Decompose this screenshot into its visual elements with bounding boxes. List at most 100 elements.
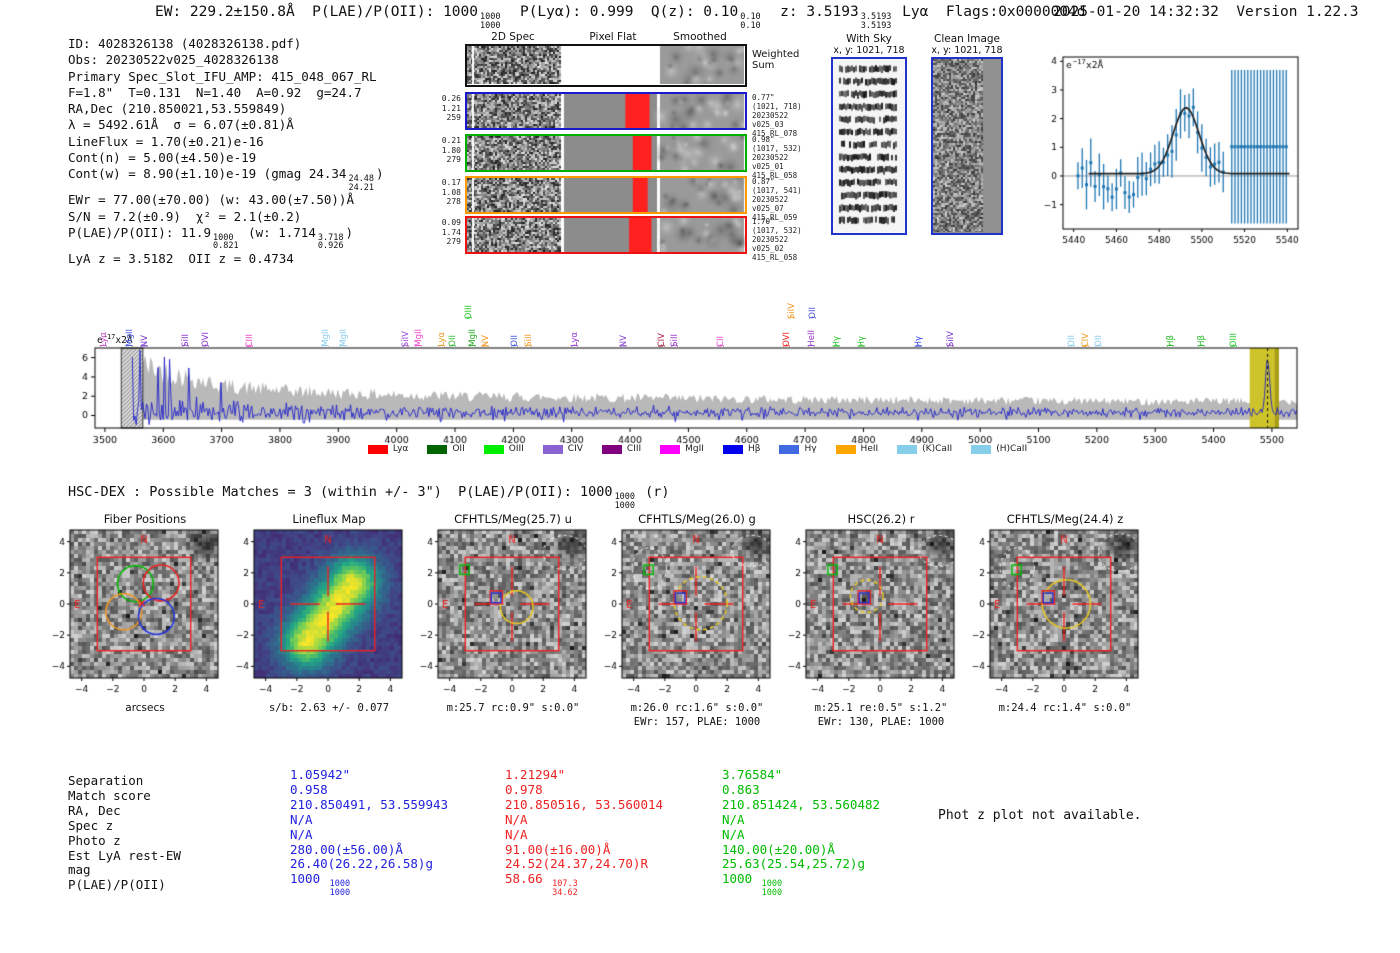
spectrum-line-bracket: { bbox=[481, 343, 490, 348]
header-timestamp: 2025-01-20 14:32:32 Version 1.22.3 bbox=[1053, 4, 1359, 20]
spec2d-row-right-labels: 0.77" (1021, 718) 20230522 v025_03 415_RL_07… bbox=[752, 93, 814, 138]
spec2d-title-smoothed: Smoothed bbox=[673, 31, 727, 43]
stacked-fraction: 3.718 0.926 bbox=[318, 234, 344, 251]
header-summary-line: EW: 229.2±150.8Å P(LAE)/P(OII): 1000 1000… bbox=[155, 4, 1086, 30]
fiber-info-value: 20230522 bbox=[752, 195, 789, 204]
fraction-bottom: 24.21 bbox=[348, 182, 375, 193]
text-run: LineFlux = 1.70(±0.21)e-16 bbox=[68, 133, 264, 149]
legend-swatch bbox=[835, 444, 856, 454]
with-sky-title: With Sky bbox=[846, 33, 892, 45]
spectrum-line-bracket: { bbox=[511, 343, 520, 348]
legend-label: OII bbox=[452, 444, 465, 454]
legend-label: OIII bbox=[508, 444, 524, 454]
cutout-caption: EWr: 130, PLAE: 1000 bbox=[817, 716, 945, 728]
spectrum-line-bracket: { bbox=[858, 343, 867, 348]
spec2d-row-left-labels: 0.17 1.08 278 bbox=[434, 178, 461, 207]
fraction-bottom: 34.62 bbox=[552, 887, 578, 898]
match-column: 1.21294" 0.978 210.850516, 53.560014 N/A N/A… bbox=[505, 767, 663, 898]
spectrum-line-bracket: { bbox=[658, 343, 667, 348]
match-value: 0.863 bbox=[722, 781, 760, 797]
spectrum-line-bracket: { bbox=[1081, 343, 1090, 348]
text-run: ) bbox=[376, 166, 384, 182]
spectrum-line-bracket: { bbox=[1197, 343, 1206, 348]
stacked-fraction: 1000 1000 bbox=[330, 880, 350, 897]
match-value: N/A bbox=[290, 826, 313, 842]
info-line: P(LAE)/P(OII): 11.9 1000 0.821 (w: 1.714 3.… bbox=[68, 225, 384, 251]
spec2d-title-2dspec: 2D Spec bbox=[491, 31, 535, 43]
match-row-label: Spec z bbox=[68, 817, 114, 833]
cutout-caption: EWr: 157, PLAE: 1000 bbox=[633, 716, 761, 728]
spectrum-line-bracket: { bbox=[716, 343, 725, 348]
match-row-label: Separation bbox=[68, 773, 144, 788]
text-run: HSC-DEX : Possible Matches = 3 (within +… bbox=[68, 484, 613, 500]
cutout-caption: m:25.1 re:0.5" s:1.2" bbox=[814, 702, 948, 714]
fraction-top: 0.10 bbox=[740, 12, 761, 22]
spectrum-line-bracket: { bbox=[809, 315, 818, 320]
fiber-weight-value: 1.74 bbox=[441, 227, 461, 237]
fiber-weight-value: 0.09 bbox=[441, 218, 461, 227]
clean-image bbox=[933, 59, 1000, 232]
fiber-info-value: 415_RL_058 bbox=[752, 253, 798, 262]
fraction-top: 3.5193 bbox=[860, 12, 892, 22]
legend-label: Hβ bbox=[747, 444, 761, 454]
stacked-fraction: 24.48 24.21 bbox=[348, 175, 374, 192]
spec2d-title-pixelflat: Pixel Flat bbox=[589, 31, 637, 43]
match-value: 91.00(±16.00)Å bbox=[505, 841, 611, 857]
fiber-info-value: 0.87" bbox=[752, 177, 775, 186]
spec2d-row-left-labels: 0.26 1.21 259 bbox=[434, 94, 461, 123]
info-line: Primary Spec_Slot_IFU_AMP: 415_048_067_R… bbox=[68, 69, 384, 85]
legend-item: OII bbox=[427, 444, 465, 454]
legend-label: Hγ bbox=[804, 444, 817, 454]
cutout-image bbox=[958, 522, 1158, 702]
cutout-image bbox=[590, 522, 790, 702]
hsc-dex-match-line: HSC-DEX : Possible Matches = 3 (within +… bbox=[68, 484, 670, 510]
fiber-info-value: (1017, 532) bbox=[752, 226, 802, 235]
match-value: 140.00(±20.00)Å bbox=[722, 841, 835, 857]
spec2d-row-image bbox=[467, 218, 745, 252]
fraction-top: 1000 bbox=[614, 492, 636, 502]
spectrum-line-bracket: { bbox=[125, 343, 134, 348]
text-run: z: 3.5193 bbox=[762, 4, 859, 20]
line-fit-plot bbox=[1025, 45, 1305, 245]
spectrum-line-bracket: { bbox=[340, 343, 349, 348]
fiber-weight-value: 259 bbox=[446, 113, 461, 122]
full-spectrum-plot bbox=[75, 340, 1310, 445]
spectrum-line-bracket: { bbox=[321, 343, 330, 348]
fiber-info-value: (1017, 532) bbox=[752, 144, 802, 153]
legend-label: CIV bbox=[567, 444, 583, 454]
legend-swatch bbox=[542, 444, 563, 454]
fiber-info-value: (1017, 541) bbox=[752, 186, 802, 195]
legend-swatch bbox=[779, 444, 800, 454]
match-value: 25.63(25.54,25.72)g bbox=[722, 856, 865, 872]
fraction-top: 24.48 bbox=[348, 174, 375, 185]
with-sky-coords: x, y: 1021, 718 bbox=[833, 45, 905, 56]
match-plae-value: 1000 1000 1000 bbox=[722, 871, 880, 897]
text-run: F=1.8" T=0.131 N=1.40 A=0.92 g=24.7 bbox=[68, 84, 362, 100]
cutout-xlabel: arcsecs bbox=[125, 702, 165, 714]
fiber-weight-value: 0.17 bbox=[441, 178, 461, 187]
match-row-label: Photo z bbox=[68, 832, 121, 848]
fiber-info-value: 1.70" bbox=[752, 217, 775, 226]
spectrum-line-bracket: { bbox=[201, 343, 210, 348]
text-run: Lyα Flags:0x0000004d bbox=[893, 4, 1086, 20]
spectrum-line-bracket: { bbox=[1229, 343, 1238, 348]
spectrum-line-bracket: { bbox=[99, 343, 108, 348]
spec2d-row-right-labels: 0.87" (1017, 541) 20230522 v025_07 415_RL_05… bbox=[752, 177, 814, 222]
fiber-weight-value: 0.26 bbox=[441, 94, 461, 103]
spectrum-line-bracket: { bbox=[140, 343, 149, 348]
fiber-info-value: v025_07 bbox=[752, 204, 784, 213]
fiber-weight-value: 1.08 bbox=[441, 187, 461, 197]
match-row-label: Est LyA rest-EW bbox=[68, 847, 181, 863]
stacked-fraction: 1000 1000 bbox=[615, 493, 635, 510]
legend-item: Hβ bbox=[722, 444, 761, 454]
legend-item: CIV bbox=[542, 444, 583, 454]
text-run: Cont(w) = 8.90(±1.10)e-19 (gmag 24.34 bbox=[68, 166, 347, 182]
legend-swatch bbox=[601, 444, 622, 454]
cutout-image bbox=[774, 522, 974, 702]
text-run: λ = 5492.61Å σ = 6.07(±0.81)Å bbox=[68, 117, 294, 133]
legend-swatch bbox=[483, 444, 504, 454]
spectrum-line-bracket: { bbox=[782, 343, 791, 348]
spectrum-line-bracket: { bbox=[1067, 343, 1076, 348]
stacked-fraction: 1000 0.821 bbox=[213, 234, 239, 251]
